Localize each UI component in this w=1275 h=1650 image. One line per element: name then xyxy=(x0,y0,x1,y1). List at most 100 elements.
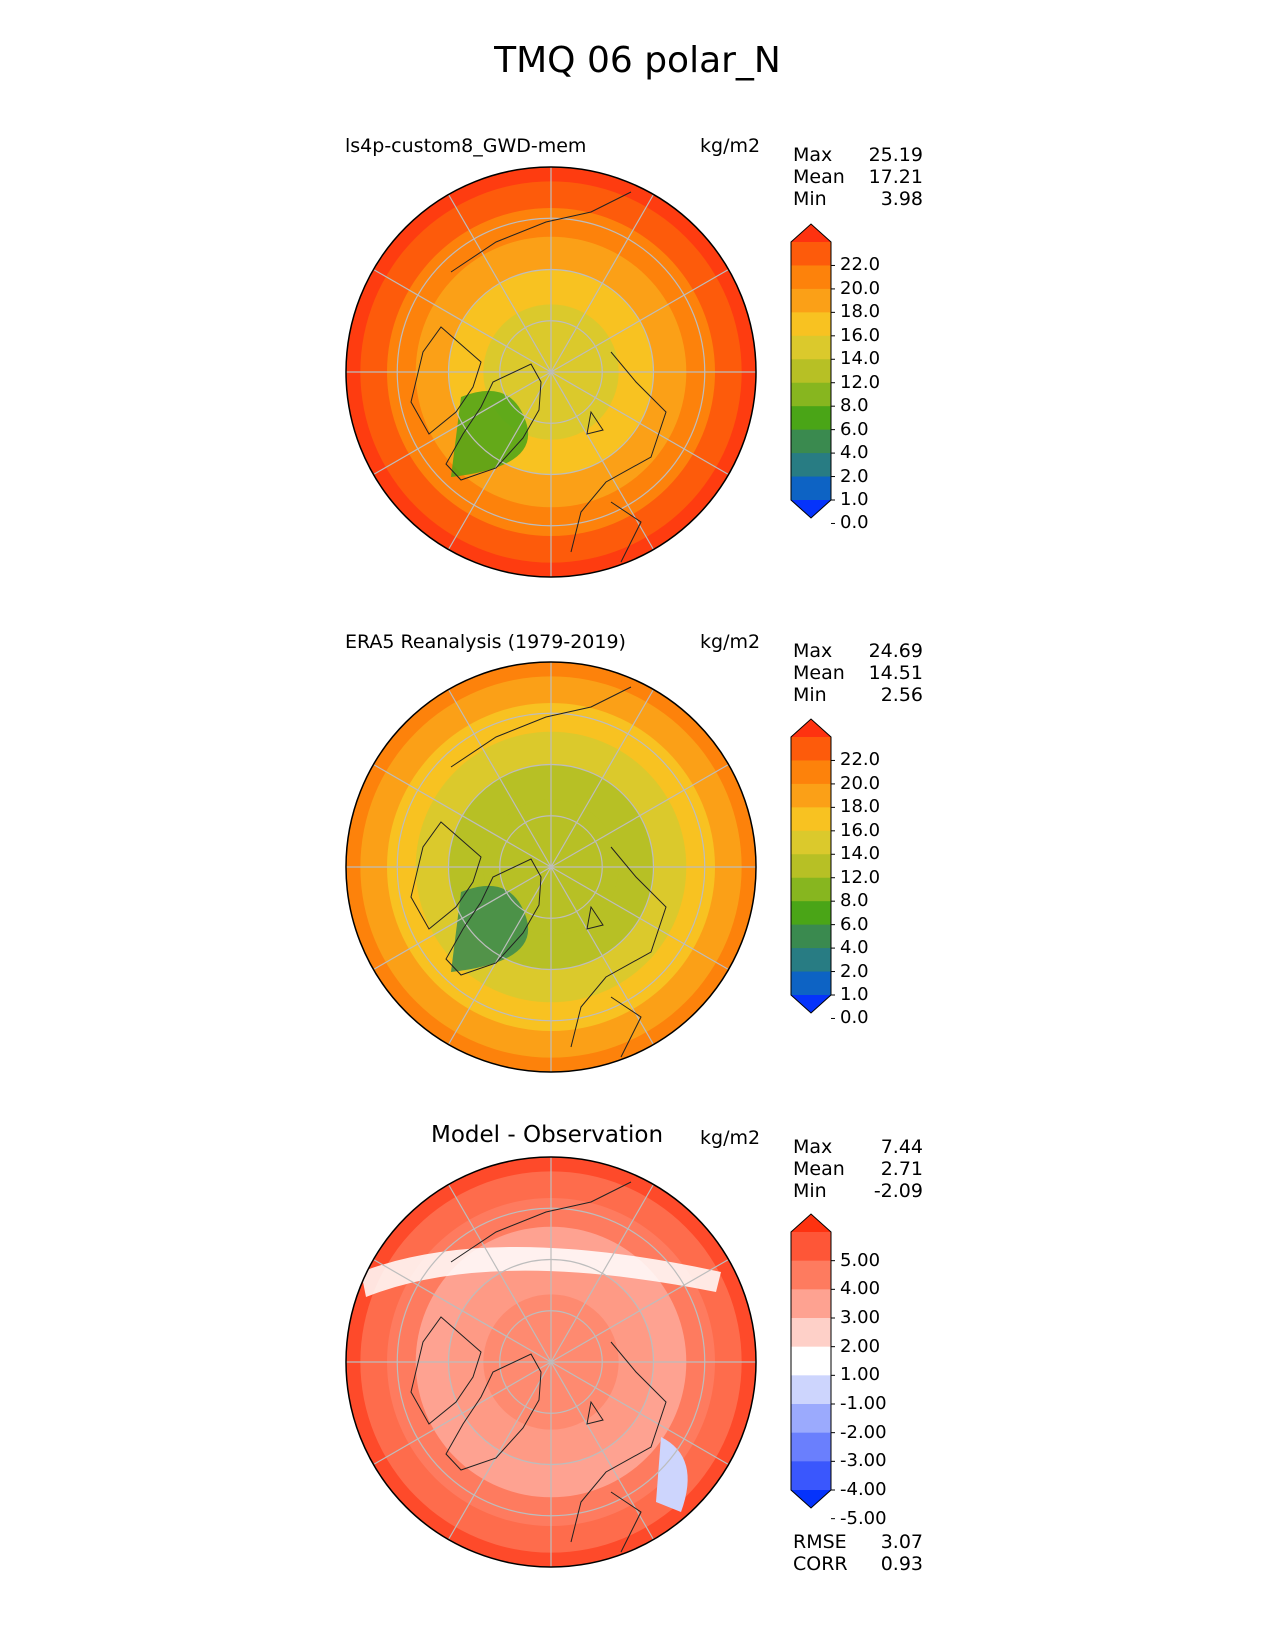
stat-label: Max xyxy=(793,640,833,662)
panel-1-title: ls4p-custom8_GWD-mem xyxy=(345,135,587,157)
coastline xyxy=(586,1400,604,1425)
panel-3-units: kg/m2 xyxy=(700,1127,761,1149)
colorbar-tick-label: -2.00 xyxy=(840,1421,887,1443)
stat-value: 2.56 xyxy=(880,684,923,706)
polar-map-difference xyxy=(345,1156,757,1568)
colorbar-segment xyxy=(791,312,831,337)
coastline xyxy=(570,1341,667,1543)
coastline xyxy=(445,363,542,481)
colorbar-tick-label: 4.0 xyxy=(840,442,869,464)
colorbar-tick-label: -3.00 xyxy=(840,1450,887,1472)
panel-3-title: Model - Observation xyxy=(431,1122,664,1148)
colorbar-segment xyxy=(791,1375,831,1405)
map-boundary xyxy=(345,166,757,578)
stat-label: Min xyxy=(793,684,827,706)
coastline xyxy=(570,351,667,553)
colorbar-segment xyxy=(791,288,831,313)
coastline xyxy=(445,1353,542,1471)
colorbar-tick-label: 18.0 xyxy=(840,301,881,323)
stat-value: -2.09 xyxy=(873,1180,923,1202)
colorbar-segment xyxy=(791,476,831,501)
metric-value: 0.93 xyxy=(880,1553,923,1575)
meridian-gridline xyxy=(550,1258,729,1363)
colorbar-segment xyxy=(791,1289,831,1319)
colorbar-segment xyxy=(791,760,831,785)
figure-title: TMQ 06 polar_N xyxy=(494,40,781,81)
meridian-gridline xyxy=(373,268,552,373)
coastline xyxy=(445,858,542,976)
coastline xyxy=(450,1181,632,1263)
stat-label: Max xyxy=(793,1136,833,1158)
colorbar-tick-label: 4.00 xyxy=(840,1278,881,1300)
meridian-gridline xyxy=(550,1184,655,1363)
coastline xyxy=(586,410,604,435)
colorbar-tick-label: 14.0 xyxy=(840,843,881,865)
coastline xyxy=(450,191,632,273)
stat-label: Min xyxy=(793,1180,827,1202)
panel-3-stats: Max 7.44 Mean 2.71 Min -2.09 xyxy=(793,1136,923,1202)
meridian-gridline xyxy=(447,1361,552,1540)
colorbar-segment xyxy=(791,948,831,973)
meridian-gridline xyxy=(550,763,729,868)
colorbar-tick-label: 1.0 xyxy=(840,984,869,1005)
stat-value: 2.71 xyxy=(880,1158,923,1180)
colorbar-tick-label: -4.00 xyxy=(840,1479,887,1500)
colorbar-difference xyxy=(790,1213,835,1520)
colorbar-tick-label: 22.0 xyxy=(840,749,881,771)
coastline xyxy=(610,1491,642,1553)
colorbar-segment xyxy=(791,382,831,407)
stat-label: Mean xyxy=(793,166,845,188)
colorbar-extend-min xyxy=(791,995,831,1013)
colorbar-extend-max xyxy=(791,224,831,242)
meridian-gridline xyxy=(373,1361,552,1466)
meridian-gridline xyxy=(550,1361,655,1540)
colorbar-tick-label: 6.0 xyxy=(840,418,869,440)
colorbar-segment xyxy=(791,335,831,360)
meridian-gridline xyxy=(447,689,552,868)
colorbar-tick-label: 4.0 xyxy=(840,937,869,959)
meridian-gridline xyxy=(550,268,729,373)
colorbar-segment xyxy=(791,265,831,290)
colorbar-segment xyxy=(791,1232,831,1262)
colorbar-tick-label: 2.00 xyxy=(840,1335,881,1357)
panel-2-title: ERA5 Reanalysis (1979-2019) xyxy=(345,631,626,653)
meridian-gridline xyxy=(550,689,655,868)
meridian-gridline xyxy=(373,371,552,476)
polar-map-test xyxy=(345,166,757,578)
colorbar-extend-min xyxy=(791,1490,831,1508)
map-boundary xyxy=(345,661,757,1073)
colorbar-segment xyxy=(791,1461,831,1491)
colorbar-tick-label: 0.0 xyxy=(840,1007,869,1029)
panel-1-units: kg/m2 xyxy=(700,135,761,157)
colorbar-segment xyxy=(791,453,831,478)
colorbar-tick-label: 20.0 xyxy=(840,772,881,794)
coastline xyxy=(570,846,667,1048)
colorbar-segment xyxy=(791,359,831,384)
colorbar-segment xyxy=(791,877,831,902)
coastline xyxy=(410,1316,482,1425)
colorbar-segment xyxy=(791,1432,831,1462)
colorbar-segment xyxy=(791,807,831,832)
stat-value: 24.69 xyxy=(868,640,923,662)
colorbar-reference xyxy=(790,718,835,1019)
meridian-gridline xyxy=(550,371,655,550)
colorbar-tick-label: 8.0 xyxy=(840,890,869,912)
colorbar-tick-label: 8.0 xyxy=(840,395,869,417)
coastline xyxy=(610,996,642,1058)
colorbar-tick-label: 3.00 xyxy=(840,1307,881,1328)
polar-map-reference xyxy=(345,661,757,1073)
coastline xyxy=(450,686,632,768)
metric-label: CORR xyxy=(793,1553,848,1575)
stat-label: Min xyxy=(793,188,827,210)
colorbar-segment xyxy=(791,1318,831,1348)
stat-value: 3.98 xyxy=(880,188,923,210)
meridian-gridline xyxy=(447,194,552,373)
colorbar-tick-label: 16.0 xyxy=(840,819,881,841)
colorbar-tick-label: 14.0 xyxy=(840,348,881,370)
colorbar-segment xyxy=(791,406,831,431)
colorbar-tick-label: 12.0 xyxy=(840,371,881,393)
colorbar-tick-label: -1.00 xyxy=(840,1393,887,1414)
meridian-gridline xyxy=(550,866,729,971)
meridian-gridline xyxy=(550,194,655,373)
